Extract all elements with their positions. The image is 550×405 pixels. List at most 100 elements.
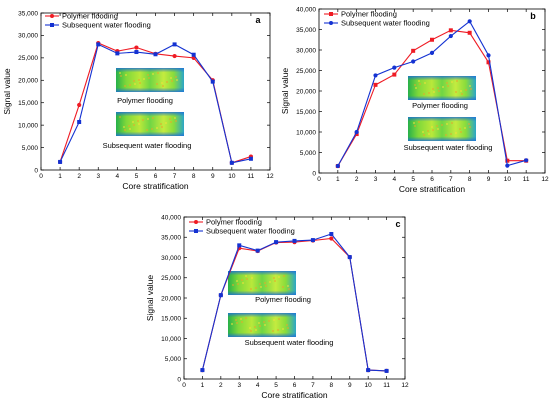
- core-speckle: [264, 324, 266, 326]
- data-point: [329, 232, 334, 237]
- core-speckle: [232, 284, 234, 286]
- core-speckle: [455, 91, 457, 93]
- y-tick-label: 35,000: [161, 235, 181, 242]
- core-speckle: [446, 123, 448, 125]
- x-tick-label: 3: [96, 173, 100, 180]
- core-speckle: [433, 91, 435, 93]
- core-speckle: [451, 122, 453, 124]
- core-speckle: [240, 318, 242, 320]
- inset-label: Polymer flooding: [255, 295, 311, 304]
- core-speckle: [119, 72, 121, 74]
- core-speckle: [447, 85, 449, 87]
- inset-label: Polymer flooding: [412, 101, 468, 110]
- data-point: [347, 255, 352, 260]
- data-point: [448, 33, 453, 39]
- core-speckle: [274, 280, 276, 282]
- core-speckle: [414, 125, 416, 127]
- x-tick-label: 9: [348, 382, 352, 389]
- data-point: [329, 236, 334, 241]
- core-speckle: [286, 324, 288, 326]
- core-speckle: [124, 85, 126, 87]
- data-point: [172, 53, 177, 59]
- core-speckle: [246, 278, 248, 280]
- y-tick-label: 5,000: [165, 356, 182, 363]
- core-speckle: [432, 129, 434, 131]
- x-tick-label: 12: [541, 176, 549, 183]
- core-speckle: [157, 72, 159, 74]
- inset-label: Subsequent water flooding: [404, 143, 493, 152]
- x-tick-label: 4: [116, 173, 120, 180]
- core-speckle: [250, 288, 252, 290]
- data-point: [229, 160, 234, 165]
- inset-label: Subsequent water flooding: [103, 141, 192, 150]
- y-tick-label: 25,000: [296, 68, 316, 75]
- core-speckle: [451, 81, 453, 83]
- core-speckle: [245, 317, 247, 319]
- core-speckle: [137, 120, 139, 122]
- core-speckle: [138, 123, 140, 125]
- data-point: [467, 19, 472, 24]
- x-tick-label: 3: [374, 176, 378, 183]
- legend-label: Subsequent water flooding: [206, 227, 295, 236]
- core-speckle: [125, 74, 127, 76]
- x-tick-label: 0: [182, 382, 186, 389]
- y-tick-label: 10,000: [161, 336, 181, 343]
- core-speckle: [161, 82, 163, 84]
- core-speckle: [468, 123, 470, 125]
- x-tick-label: 6: [293, 382, 297, 389]
- legend-swatch-marker: [50, 14, 54, 18]
- core-speckle: [124, 129, 126, 131]
- x-tick-label: 8: [468, 176, 472, 183]
- core-speckle: [437, 87, 439, 89]
- y-tick-label: 30,000: [161, 255, 181, 262]
- core-speckle: [152, 73, 154, 75]
- data-point: [200, 368, 205, 373]
- core-speckle: [278, 276, 280, 278]
- core-image-edge: [408, 117, 476, 141]
- core-speckle: [255, 287, 257, 289]
- y-tick-label: 5,000: [22, 145, 39, 152]
- series-water: [335, 19, 529, 169]
- core-speckle: [245, 275, 247, 277]
- core-image-edge: [408, 76, 476, 100]
- panel-letter: b: [530, 11, 536, 21]
- core-speckle: [423, 134, 425, 136]
- data-point: [77, 102, 82, 108]
- x-tick-label: 4: [256, 382, 260, 389]
- core-speckle: [464, 127, 466, 129]
- core-speckle: [431, 126, 433, 128]
- inset-label: Subsequent water flooding: [245, 338, 334, 347]
- data-point: [134, 50, 139, 55]
- core-speckle: [455, 132, 457, 134]
- core-speckle: [166, 81, 168, 83]
- y-tick-label: 40,000: [161, 214, 181, 221]
- core-speckle: [269, 281, 271, 283]
- data-point: [411, 48, 416, 53]
- core-speckle: [151, 128, 153, 130]
- core-speckle: [459, 128, 461, 130]
- core-speckle: [169, 118, 171, 120]
- core-speckle: [441, 124, 443, 126]
- core-speckle: [156, 83, 158, 85]
- data-point: [153, 52, 158, 57]
- core-speckle: [165, 122, 167, 124]
- core-speckle: [460, 90, 462, 92]
- core-speckle: [445, 134, 447, 136]
- chart-panel-b: 0 1 2 3 4 5 6 7 8 9 10 11 1205,00010,00015,00020,000…: [280, 6, 549, 194]
- x-tick-label: 6: [430, 176, 434, 183]
- core-speckle: [260, 286, 262, 288]
- data-point: [218, 293, 223, 298]
- core-speckle: [241, 321, 243, 323]
- data-point: [524, 158, 529, 163]
- core-image-polymer: [408, 76, 476, 100]
- data-point: [384, 368, 389, 373]
- legend-swatch-marker: [194, 220, 198, 224]
- x-tick-label: 1: [201, 382, 205, 389]
- core-speckle: [460, 131, 462, 133]
- panel-letter: c: [395, 219, 400, 229]
- x-tick-label: 5: [135, 173, 139, 180]
- core-speckle: [438, 90, 440, 92]
- x-tick-label: 11: [383, 382, 390, 389]
- core-speckle: [288, 288, 290, 290]
